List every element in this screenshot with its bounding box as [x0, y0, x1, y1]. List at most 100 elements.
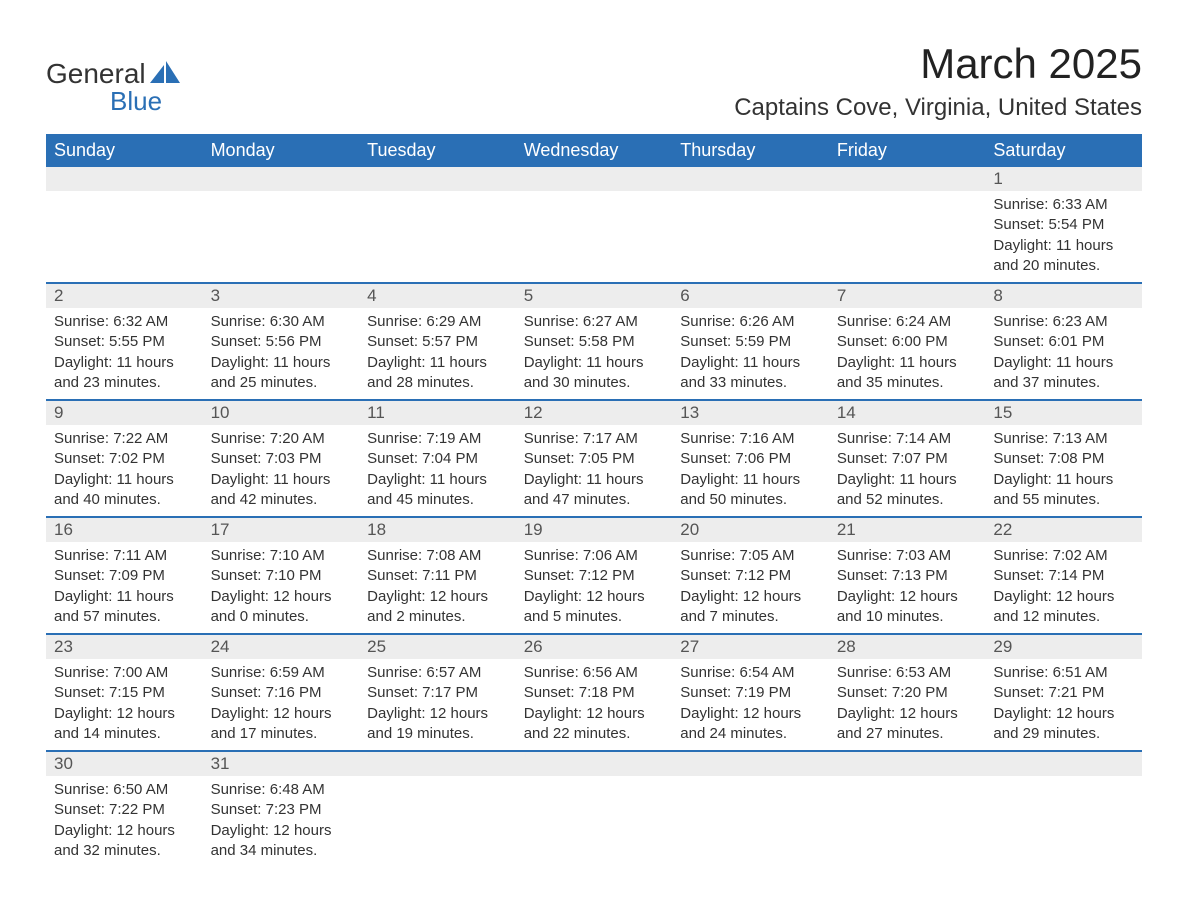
daylight1-text: Daylight: 12 hours — [680, 587, 821, 607]
day-number — [359, 167, 516, 191]
cell-body: Sunrise: 7:03 AMSunset: 7:13 PMDaylight:… — [829, 542, 986, 633]
daylight2-text: and 50 minutes. — [680, 490, 821, 510]
cell-body — [985, 776, 1142, 786]
day-header: Sunday — [46, 134, 203, 167]
day-number: 26 — [516, 635, 673, 659]
day-number: 20 — [672, 518, 829, 542]
daylight2-text: and 55 minutes. — [993, 490, 1134, 510]
day-number: 11 — [359, 401, 516, 425]
daylight2-text: and 7 minutes. — [680, 607, 821, 627]
day-number — [203, 167, 360, 191]
cell-body: Sunrise: 7:20 AMSunset: 7:03 PMDaylight:… — [203, 425, 360, 516]
daylight1-text: Daylight: 11 hours — [54, 470, 195, 490]
cell-body: Sunrise: 7:22 AMSunset: 7:02 PMDaylight:… — [46, 425, 203, 516]
day-number: 31 — [203, 752, 360, 776]
day-number: 21 — [829, 518, 986, 542]
daylight1-text: Daylight: 12 hours — [367, 704, 508, 724]
sunrise-text: Sunrise: 7:14 AM — [837, 429, 978, 449]
daylight1-text: Daylight: 11 hours — [211, 470, 352, 490]
daylight1-text: Daylight: 12 hours — [54, 821, 195, 841]
sunset-text: Sunset: 7:21 PM — [993, 683, 1134, 703]
daylight1-text: Daylight: 12 hours — [367, 587, 508, 607]
sunset-text: Sunset: 5:55 PM — [54, 332, 195, 352]
calendar-cell: 31Sunrise: 6:48 AMSunset: 7:23 PMDayligh… — [203, 752, 360, 867]
calendar-cell: 11Sunrise: 7:19 AMSunset: 7:04 PMDayligh… — [359, 401, 516, 516]
daylight1-text: Daylight: 12 hours — [837, 704, 978, 724]
calendar-cell — [516, 752, 673, 867]
cell-body — [516, 191, 673, 201]
cell-body: Sunrise: 7:08 AMSunset: 7:11 PMDaylight:… — [359, 542, 516, 633]
day-number: 4 — [359, 284, 516, 308]
cell-body: Sunrise: 7:02 AMSunset: 7:14 PMDaylight:… — [985, 542, 1142, 633]
calendar-cell: 14Sunrise: 7:14 AMSunset: 7:07 PMDayligh… — [829, 401, 986, 516]
day-number: 8 — [985, 284, 1142, 308]
calendar-cell: 28Sunrise: 6:53 AMSunset: 7:20 PMDayligh… — [829, 635, 986, 750]
day-number: 23 — [46, 635, 203, 659]
day-header: Tuesday — [359, 134, 516, 167]
cell-body: Sunrise: 6:51 AMSunset: 7:21 PMDaylight:… — [985, 659, 1142, 750]
day-header: Saturday — [985, 134, 1142, 167]
daylight1-text: Daylight: 12 hours — [211, 587, 352, 607]
sunrise-text: Sunrise: 6:50 AM — [54, 780, 195, 800]
day-number: 15 — [985, 401, 1142, 425]
cell-body: Sunrise: 7:14 AMSunset: 7:07 PMDaylight:… — [829, 425, 986, 516]
header-row: General Blue March 2025 Captains Cove, V… — [46, 40, 1142, 122]
daylight1-text: Daylight: 11 hours — [211, 353, 352, 373]
cell-body: Sunrise: 7:00 AMSunset: 7:15 PMDaylight:… — [46, 659, 203, 750]
calendar-cell — [359, 752, 516, 867]
cell-body: Sunrise: 6:50 AMSunset: 7:22 PMDaylight:… — [46, 776, 203, 867]
day-header-row: Sunday Monday Tuesday Wednesday Thursday… — [46, 134, 1142, 167]
sunrise-text: Sunrise: 6:56 AM — [524, 663, 665, 683]
sunset-text: Sunset: 7:12 PM — [680, 566, 821, 586]
daylight2-text: and 5 minutes. — [524, 607, 665, 627]
cell-body — [203, 191, 360, 201]
sunset-text: Sunset: 7:19 PM — [680, 683, 821, 703]
daylight2-text: and 57 minutes. — [54, 607, 195, 627]
daylight2-text: and 12 minutes. — [993, 607, 1134, 627]
sunrise-text: Sunrise: 7:16 AM — [680, 429, 821, 449]
day-number: 14 — [829, 401, 986, 425]
calendar-cell: 27Sunrise: 6:54 AMSunset: 7:19 PMDayligh… — [672, 635, 829, 750]
cell-body: Sunrise: 7:11 AMSunset: 7:09 PMDaylight:… — [46, 542, 203, 633]
daylight2-text: and 22 minutes. — [524, 724, 665, 744]
sunset-text: Sunset: 7:12 PM — [524, 566, 665, 586]
calendar-cell: 12Sunrise: 7:17 AMSunset: 7:05 PMDayligh… — [516, 401, 673, 516]
daylight2-text: and 20 minutes. — [993, 256, 1134, 276]
cell-body: Sunrise: 7:17 AMSunset: 7:05 PMDaylight:… — [516, 425, 673, 516]
calendar-cell: 17Sunrise: 7:10 AMSunset: 7:10 PMDayligh… — [203, 518, 360, 633]
calendar-cell: 23Sunrise: 7:00 AMSunset: 7:15 PMDayligh… — [46, 635, 203, 750]
cell-body: Sunrise: 7:10 AMSunset: 7:10 PMDaylight:… — [203, 542, 360, 633]
daylight1-text: Daylight: 11 hours — [524, 470, 665, 490]
daylight2-text: and 40 minutes. — [54, 490, 195, 510]
daylight1-text: Daylight: 12 hours — [524, 704, 665, 724]
daylight2-text: and 45 minutes. — [367, 490, 508, 510]
sunset-text: Sunset: 5:59 PM — [680, 332, 821, 352]
day-number — [985, 752, 1142, 776]
day-number — [516, 752, 673, 776]
daylight1-text: Daylight: 11 hours — [367, 353, 508, 373]
daylight1-text: Daylight: 12 hours — [211, 704, 352, 724]
day-number: 9 — [46, 401, 203, 425]
daylight2-text: and 34 minutes. — [211, 841, 352, 861]
cell-body — [829, 191, 986, 201]
calendar-cell: 16Sunrise: 7:11 AMSunset: 7:09 PMDayligh… — [46, 518, 203, 633]
calendar-cell: 10Sunrise: 7:20 AMSunset: 7:03 PMDayligh… — [203, 401, 360, 516]
daylight1-text: Daylight: 11 hours — [993, 353, 1134, 373]
daylight2-text: and 25 minutes. — [211, 373, 352, 393]
day-number: 3 — [203, 284, 360, 308]
calendar-cell — [203, 167, 360, 282]
daylight1-text: Daylight: 11 hours — [54, 587, 195, 607]
daylight2-text: and 30 minutes. — [524, 373, 665, 393]
sunset-text: Sunset: 7:18 PM — [524, 683, 665, 703]
sunrise-text: Sunrise: 6:24 AM — [837, 312, 978, 332]
day-number: 22 — [985, 518, 1142, 542]
daylight2-text: and 28 minutes. — [367, 373, 508, 393]
day-number: 28 — [829, 635, 986, 659]
cell-body: Sunrise: 6:33 AMSunset: 5:54 PMDaylight:… — [985, 191, 1142, 282]
daylight2-text: and 33 minutes. — [680, 373, 821, 393]
day-number — [829, 752, 986, 776]
week-row: 2Sunrise: 6:32 AMSunset: 5:55 PMDaylight… — [46, 282, 1142, 399]
day-header: Monday — [203, 134, 360, 167]
day-number: 24 — [203, 635, 360, 659]
day-header: Friday — [829, 134, 986, 167]
